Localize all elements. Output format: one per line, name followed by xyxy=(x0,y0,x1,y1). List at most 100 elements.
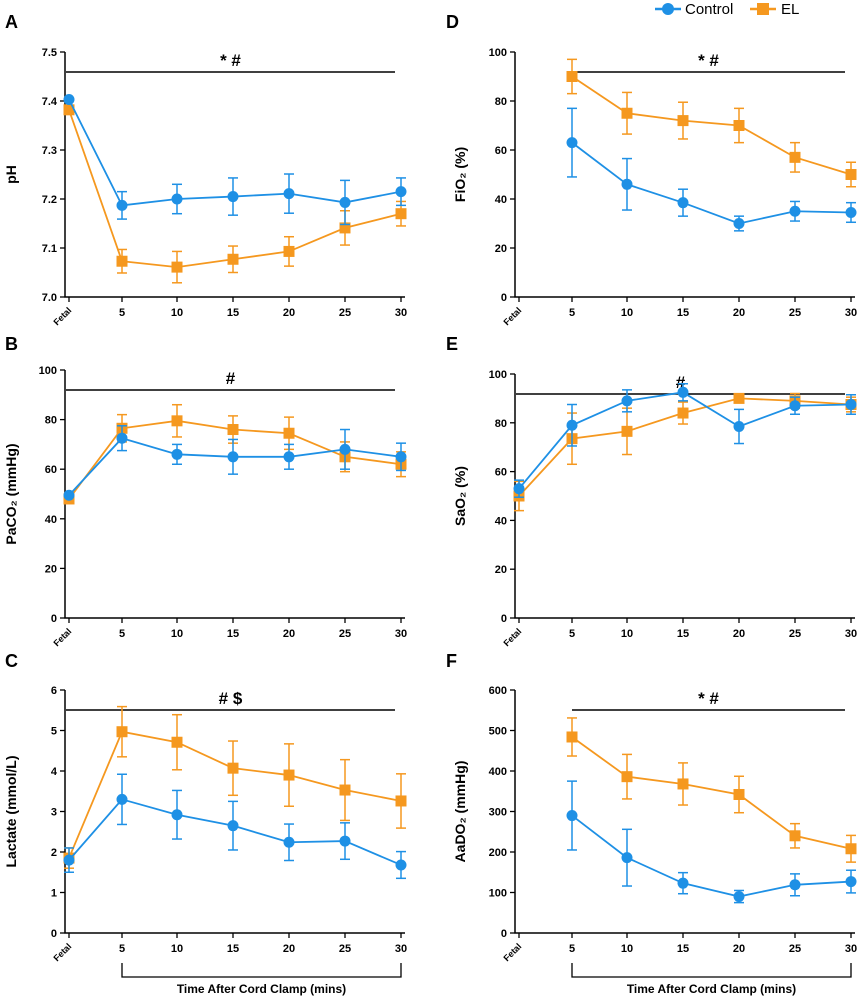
data-point-control xyxy=(677,197,689,209)
series-line-control xyxy=(68,437,402,496)
x-tick-label: 30 xyxy=(845,628,857,640)
y-tick-label: 60 xyxy=(495,467,507,479)
significance-label: # xyxy=(226,369,236,388)
x-tick-label: Fetal xyxy=(501,626,523,648)
data-point-el xyxy=(789,151,801,163)
panel-letter: A xyxy=(5,12,18,32)
panel-a: A 7.0 7.1 7.2 7.3 7.4 7.5 Fetal 5 10 15 20 25 30 pH * # xyxy=(3,12,407,327)
data-point-el xyxy=(621,107,633,119)
y-tick-label: 40 xyxy=(495,194,507,206)
y-tick-label: 200 xyxy=(489,847,507,859)
x-tick-label: 5 xyxy=(569,628,575,640)
series-line-control xyxy=(68,798,402,866)
x-tick-label: 25 xyxy=(339,628,351,640)
panel-f: F 0 100 200 300 400 500 600 Fetal 5 10 15 20 25 30 AaDO… xyxy=(446,651,857,996)
x-tick-label: 25 xyxy=(789,943,801,955)
x-tick-label: 15 xyxy=(677,628,689,640)
y-tick-label: 40 xyxy=(495,515,507,527)
data-point-control xyxy=(116,432,128,444)
y-tick-label: 100 xyxy=(489,888,507,900)
significance-label: # xyxy=(676,373,686,392)
significance-label: * # xyxy=(698,51,719,70)
y-tick-label: 80 xyxy=(495,418,507,430)
y-tick-label: 7.2 xyxy=(42,194,57,206)
series-el xyxy=(566,717,857,863)
x-tick-label: 25 xyxy=(339,943,351,955)
data-point-control xyxy=(63,854,75,866)
y-tick-label: 100 xyxy=(39,365,57,377)
data-point-control xyxy=(283,836,295,848)
legend-el-marker xyxy=(757,3,769,15)
y-tick-label: 5 xyxy=(51,726,57,738)
series-control xyxy=(566,107,857,232)
panel-letter: F xyxy=(446,651,457,671)
data-point-control xyxy=(621,178,633,190)
y-tick-label: 20 xyxy=(45,563,57,575)
y-tick-label: 400 xyxy=(489,766,507,778)
panel-letter: D xyxy=(446,12,459,32)
x-tick-label: 15 xyxy=(677,943,689,955)
x-tick-label: 25 xyxy=(789,628,801,640)
panel-b: B 0 20 40 60 80 100 Fetal 5 10 15 20 25 30 PaCO₂ (mmHg… xyxy=(3,334,407,648)
data-point-control xyxy=(227,191,239,203)
x-tick-label: 10 xyxy=(171,628,183,640)
panel-c: C 0 1 2 3 4 5 6 Fetal 5 10 15 20 25 30 Lactate (mmol/L)… xyxy=(3,651,407,996)
y-tick-label: 100 xyxy=(489,369,507,381)
data-point-control xyxy=(227,451,239,463)
data-point-el xyxy=(171,736,183,748)
data-point-control xyxy=(513,483,525,495)
series-line-control xyxy=(571,814,852,898)
data-point-control xyxy=(171,448,183,460)
y-tick-label: 2 xyxy=(51,847,57,859)
y-axis-label: pH xyxy=(3,165,19,184)
y-tick-label: 20 xyxy=(495,564,507,576)
x-tick-label: 5 xyxy=(569,943,575,955)
panel-e: E 0 20 40 60 80 100 Fetal 5 10 15 20 25 30 SaO₂ (%) # xyxy=(446,334,857,648)
data-point-control xyxy=(171,193,183,205)
y-tick-label: 40 xyxy=(45,514,57,526)
data-point-control xyxy=(566,137,578,149)
series-control xyxy=(63,773,407,880)
data-point-control xyxy=(116,793,128,805)
data-point-el xyxy=(733,788,745,800)
data-point-el xyxy=(63,104,75,116)
series-control xyxy=(63,94,407,226)
data-point-control xyxy=(283,188,295,200)
y-tick-label: 0 xyxy=(51,928,57,940)
data-point-control xyxy=(733,218,745,229)
x-tick-label: Fetal xyxy=(51,305,73,327)
data-point-control xyxy=(789,879,801,891)
data-point-el xyxy=(733,392,745,404)
x-tick-label: 25 xyxy=(789,307,801,319)
data-point-el xyxy=(283,769,295,781)
y-tick-label: 600 xyxy=(489,685,507,697)
x-tick-label: 20 xyxy=(283,628,295,640)
data-point-control xyxy=(63,489,75,501)
x-tick-label: 10 xyxy=(621,628,633,640)
legend: Control EL xyxy=(655,1,799,18)
legend-el-label: EL xyxy=(781,1,799,18)
y-axis-label: AaDO₂ (mmHg) xyxy=(452,761,468,863)
x-tick-label: Fetal xyxy=(501,305,523,327)
data-point-control xyxy=(227,820,239,832)
data-point-control xyxy=(339,443,351,455)
data-point-el xyxy=(677,778,689,790)
series-el xyxy=(513,392,857,512)
x-tick-label: 5 xyxy=(569,307,575,319)
data-point-control xyxy=(789,205,801,217)
x-tick-label: 10 xyxy=(621,943,633,955)
data-point-el xyxy=(395,208,407,220)
y-tick-label: 6 xyxy=(51,685,57,697)
y-axis-label: Lactate (mmol/L) xyxy=(3,755,19,867)
series-control xyxy=(566,780,857,904)
data-point-el xyxy=(395,795,407,807)
x-tick-label: 10 xyxy=(171,943,183,955)
x-tick-label: 10 xyxy=(171,307,183,319)
data-point-el xyxy=(227,253,239,265)
x-tick-label: 20 xyxy=(283,307,295,319)
significance-label: * # xyxy=(220,51,241,70)
data-point-el xyxy=(789,830,801,842)
time-bracket xyxy=(571,963,852,978)
data-point-el xyxy=(845,169,857,180)
x-tick-label: 15 xyxy=(677,307,689,319)
